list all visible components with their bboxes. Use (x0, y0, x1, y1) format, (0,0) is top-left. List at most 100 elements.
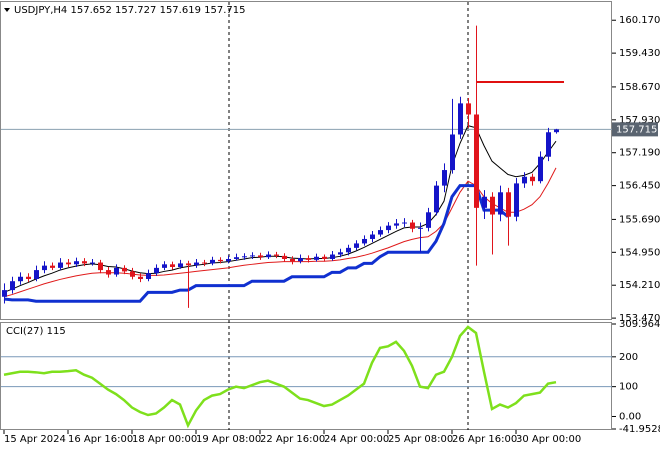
y-tick-label: 157.190 (619, 148, 660, 159)
candle-body (34, 270, 39, 279)
cci-y-tick-label: 0.00 (619, 411, 641, 422)
cci-panel-frame (0, 322, 612, 430)
x-tick-label: 18 Apr 00:00 (132, 434, 197, 445)
candle-body (50, 265, 55, 268)
candle-body (282, 255, 287, 259)
y-tick-label: 159.430 (619, 48, 660, 59)
candle-body (298, 258, 303, 262)
symbol: USDJPY,H4 (14, 5, 67, 16)
x-tick-label: 25 Apr 08:00 (388, 434, 453, 445)
high-value: 157.727 (115, 5, 156, 16)
candle-body (394, 223, 399, 226)
price-label: 157.715 (616, 124, 657, 135)
candle-body (74, 261, 79, 265)
x-tick-label: 19 Apr 08:00 (196, 434, 261, 445)
candle-body (554, 129, 559, 133)
y-tick-label: 157.930 (619, 115, 660, 126)
collapse-arrow (4, 8, 10, 12)
candle-body (410, 222, 415, 229)
candle-body (418, 227, 423, 229)
candle-body (186, 263, 191, 266)
candle-body (2, 290, 7, 297)
x-tick-label: 26 Apr 16:00 (452, 434, 517, 445)
candle-body (362, 238, 367, 244)
y-tick-label: 154.210 (619, 280, 660, 291)
indicator-line (3, 125, 557, 293)
cci-title: CCI(27) 115 (6, 326, 66, 337)
cci-y-tick-label: 309.9643 (619, 319, 660, 330)
y-tick-label: 155.690 (619, 214, 660, 225)
candle-body (442, 170, 447, 186)
candle-body (538, 156, 543, 182)
candle-body (10, 281, 15, 291)
candle-body (474, 114, 479, 208)
y-tick-label: 158.670 (619, 82, 660, 93)
candle-body (18, 276, 23, 282)
candle-body (178, 263, 183, 267)
candle-body (306, 258, 311, 260)
candle-body (42, 265, 47, 271)
candle-body (90, 262, 95, 264)
x-tick-label: 16 Apr 16:00 (68, 434, 133, 445)
cci-y-tick-label: 100 (619, 382, 638, 393)
chart-title: USDJPY,H4 157.652 157.727 157.619 157.71… (14, 5, 245, 16)
candle-body (466, 103, 471, 115)
y-tick-label: 160.170 (619, 15, 660, 26)
candle-body (274, 254, 279, 256)
candle-body (434, 185, 439, 213)
candle-body (458, 103, 463, 135)
candle-body (402, 222, 407, 224)
candle-body (450, 134, 455, 171)
y-tick-label: 154.950 (619, 247, 660, 258)
candle-body (354, 243, 359, 248)
plot-area (1, 25, 612, 429)
candle-body (146, 273, 151, 279)
candle-body (338, 252, 343, 255)
y-tick-label: 156.450 (619, 181, 660, 192)
candle-body (242, 256, 247, 258)
cci-name: CCI(27) (6, 326, 44, 337)
candle-body (498, 192, 503, 215)
cci-value: 115 (47, 326, 66, 337)
candle-body (426, 212, 431, 228)
candle-body (546, 132, 551, 157)
cci-y-tick-label: -41.9528 (619, 424, 660, 435)
x-tick-label: 22 Apr 16:00 (260, 434, 325, 445)
candle-body (210, 259, 215, 264)
main-panel-frame (0, 1, 612, 320)
candle-body (258, 255, 263, 258)
x-tick-label: 30 Apr 00:00 (516, 434, 581, 445)
x-tick-label: 24 Apr 00:00 (324, 434, 389, 445)
candle-body (114, 267, 119, 275)
candle-body (194, 262, 199, 266)
candle-body (226, 258, 231, 262)
candle-body (58, 262, 63, 268)
close-value: 157.715 (204, 5, 245, 16)
candle-body (218, 259, 223, 262)
cci-line (3, 325, 557, 429)
y-tick-label: 153.470 (619, 313, 660, 324)
candle-body (250, 255, 255, 257)
candle-body (82, 261, 87, 264)
candle-body (130, 271, 135, 277)
candle-body (234, 257, 239, 259)
candle-body (122, 267, 127, 272)
cci-y-tick-label: 200 (619, 352, 638, 363)
candle-body (370, 234, 375, 239)
candle-body (346, 247, 351, 253)
candle-body (98, 262, 103, 271)
candle-body (330, 254, 335, 259)
candle-body (530, 176, 535, 182)
candle-body (482, 196, 487, 208)
candle-body (106, 270, 111, 275)
candle-body (202, 262, 207, 264)
candle-body (266, 254, 271, 258)
candle-body (522, 176, 527, 184)
candle-body (154, 267, 159, 274)
open-value: 157.652 (70, 5, 111, 16)
candle-body (138, 276, 143, 279)
candle-body (26, 276, 31, 279)
price-label-box (612, 122, 658, 137)
